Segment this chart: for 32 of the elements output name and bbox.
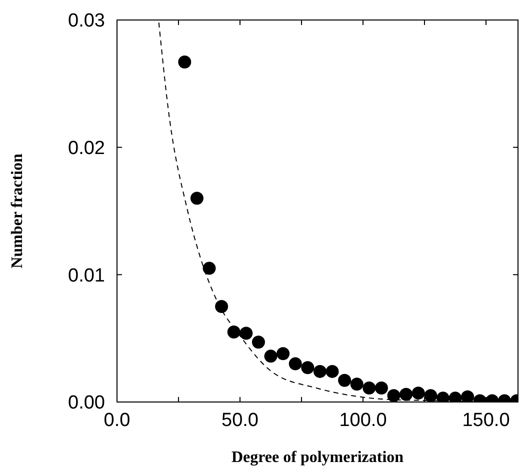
point [326, 364, 339, 378]
point [338, 374, 352, 387]
y-tick-label: 0.00 [68, 392, 105, 414]
point [424, 389, 438, 402]
y-tick-label: 0.03 [68, 10, 105, 32]
point [190, 192, 204, 205]
point [276, 347, 290, 360]
point [264, 350, 278, 363]
point [313, 364, 326, 378]
point [461, 390, 474, 402]
x-axis-title: Degree of polymerization [231, 449, 404, 466]
x-tick-label: 150.0 [462, 410, 510, 431]
point [362, 381, 376, 394]
point [400, 388, 413, 401]
point [252, 336, 265, 349]
y-tick-label: 0.01 [68, 265, 105, 286]
point [412, 386, 425, 400]
point [374, 381, 388, 394]
point [178, 56, 192, 69]
point [202, 262, 216, 275]
x-tick-label: 100.0 [339, 410, 387, 431]
y-tick-label: 0.02 [68, 138, 105, 159]
point [240, 326, 253, 340]
point [387, 389, 400, 402]
x-tick-label: 50.0 [222, 410, 258, 431]
point [301, 361, 314, 374]
point [227, 325, 240, 338]
y-axis-title: Number fraction [9, 154, 26, 268]
point [288, 357, 302, 370]
x-tick-label: 0.0 [104, 410, 130, 431]
point [215, 300, 228, 313]
point [350, 378, 364, 391]
